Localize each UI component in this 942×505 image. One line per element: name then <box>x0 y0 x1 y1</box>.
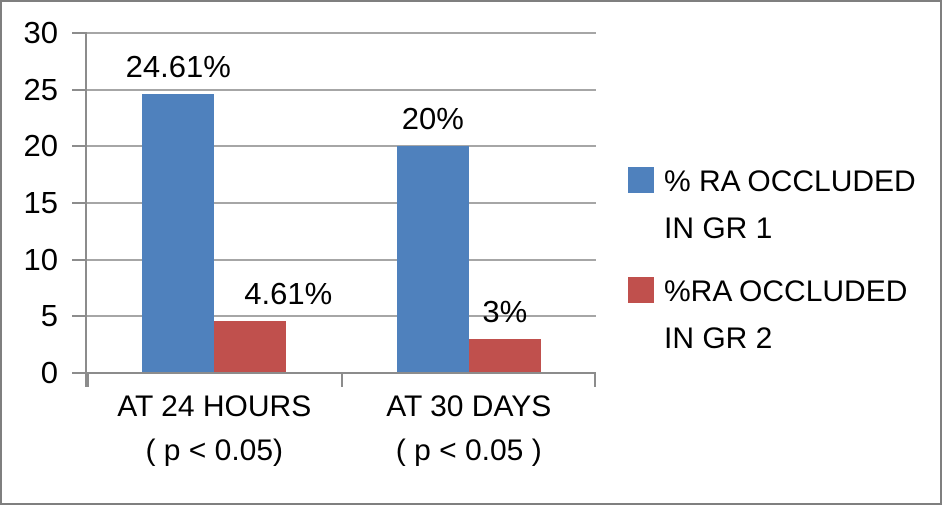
gridline <box>87 145 596 148</box>
legend-swatch-gr1 <box>628 167 654 193</box>
y-axis: 0 5 10 15 20 25 30 <box>2 2 60 503</box>
y-axis-tick <box>72 88 87 91</box>
legend-swatch-gr2 <box>628 277 654 303</box>
category-label-line: AT 24 HOURS <box>117 390 312 423</box>
legend-label-line: %RA OCCLUDED <box>664 275 908 308</box>
legend-label-line: % RA OCCLUDED <box>664 165 916 198</box>
category-group: 24.61% 4.61% <box>87 33 342 373</box>
category-group: 20% 3% <box>342 33 597 373</box>
y-axis-tick <box>72 202 87 204</box>
category-label-at-24-hours: AT 24 HOURS ( p < 0.05) <box>87 385 342 473</box>
category-label-line: ( p < 0.05) <box>145 434 284 467</box>
x-axis-labels: AT 24 HOURS ( p < 0.05) AT 30 DAYS ( p <… <box>87 385 596 473</box>
bar-series1-category1: 24.61% <box>126 49 231 373</box>
plot-area: 24.61% 4.61% 20% 3% <box>72 32 596 387</box>
gridline <box>87 258 596 261</box>
gridline <box>87 32 596 34</box>
y-axis-line <box>85 33 87 387</box>
y-tick-label: 20 <box>23 128 58 164</box>
legend: % RA OCCLUDED IN GR 1 %RA OCCLUDED IN GR… <box>628 158 934 378</box>
category-label-line: AT 30 DAYS <box>386 390 552 423</box>
legend-label-line: IN GR 1 <box>664 212 773 245</box>
bar-value-label: 4.61% <box>244 275 333 311</box>
gridline <box>87 202 596 204</box>
bar-series2-category1: 4.61% <box>214 276 332 373</box>
gridline <box>87 315 596 318</box>
y-tick-label: 25 <box>23 71 58 107</box>
y-tick-label: 10 <box>23 241 58 277</box>
bar-series1-category2: 20% <box>396 102 469 373</box>
legend-label-gr2: %RA OCCLUDED IN GR 2 <box>664 268 907 362</box>
bar-value-label: 24.61% <box>125 49 231 84</box>
bar-value-label: 20% <box>401 101 464 137</box>
y-axis-tick <box>72 315 87 318</box>
x-axis-tick <box>340 373 343 387</box>
legend-item-gr1: % RA OCCLUDED IN GR 1 <box>628 158 934 252</box>
x-axis-tick <box>87 373 89 387</box>
legend-label-gr1: % RA OCCLUDED IN GR 1 <box>664 158 916 252</box>
y-axis-tick <box>72 372 87 374</box>
x-axis-tick <box>594 373 596 387</box>
bar-series2-category2: 3% <box>468 294 541 373</box>
y-tick-label: 0 <box>40 355 58 390</box>
bars-layer: 24.61% 4.61% 20% 3% <box>87 33 596 373</box>
legend-label-line: IN GR 2 <box>664 322 773 355</box>
category-label-at-30-days: AT 30 DAYS ( p < 0.05 ) <box>342 385 597 473</box>
y-tick-label: 15 <box>23 185 58 220</box>
y-tick-label: 30 <box>23 15 58 50</box>
gridline <box>87 88 596 91</box>
bar-value-label: 3% <box>482 293 528 329</box>
legend-item-gr2: %RA OCCLUDED IN GR 2 <box>628 268 934 362</box>
y-axis-tick <box>72 258 87 261</box>
y-tick-label: 5 <box>40 298 58 334</box>
y-axis-tick <box>72 145 87 148</box>
category-label-line: ( p < 0.05 ) <box>395 434 542 467</box>
y-axis-tick <box>72 32 87 34</box>
